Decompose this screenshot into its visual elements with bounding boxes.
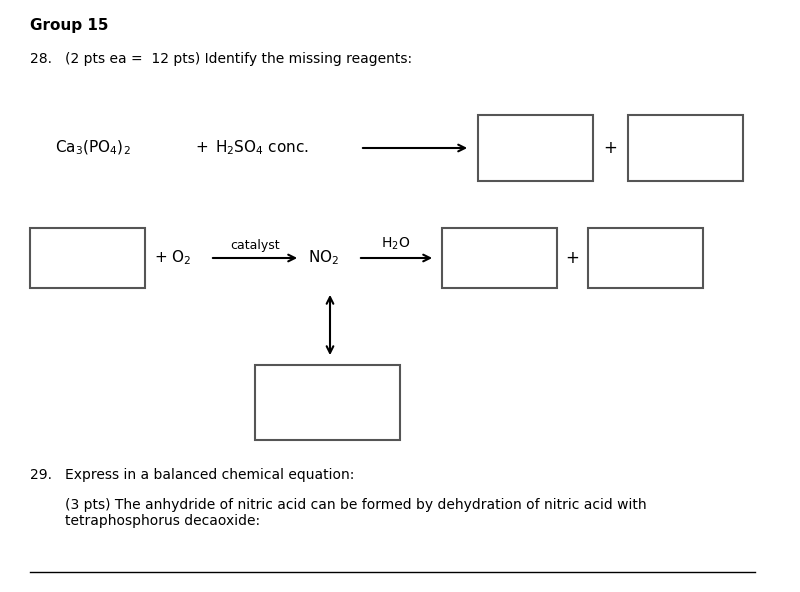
Text: (3 pts) The anhydride of nitric acid can be formed by dehydration of nitric acid: (3 pts) The anhydride of nitric acid can… (65, 498, 646, 528)
Bar (628, 115, 743, 181)
Text: Ca$_3$(PO$_4$)$_2$: Ca$_3$(PO$_4$)$_2$ (55, 139, 130, 157)
Text: Express in a balanced chemical equation:: Express in a balanced chemical equation: (65, 468, 354, 482)
Bar (255, 365, 400, 440)
Text: H$_2$O: H$_2$O (382, 236, 410, 252)
Text: (2 pts ea =  12 pts) Identify the missing reagents:: (2 pts ea = 12 pts) Identify the missing… (65, 52, 412, 66)
Text: NO$_2$: NO$_2$ (308, 249, 339, 268)
Text: catalyst: catalyst (230, 239, 280, 252)
Text: 28.: 28. (30, 52, 52, 66)
Text: +: + (195, 140, 208, 156)
Text: +: + (565, 249, 579, 267)
Bar (442, 228, 557, 288)
Text: +: + (603, 139, 617, 157)
Text: 29.: 29. (30, 468, 52, 482)
Bar (30, 228, 145, 288)
Bar (588, 228, 703, 288)
Text: Group 15: Group 15 (30, 18, 109, 33)
Text: + O$_2$: + O$_2$ (154, 249, 191, 268)
Text: H$_2$SO$_4$ conc.: H$_2$SO$_4$ conc. (215, 139, 309, 157)
Bar (478, 115, 593, 181)
